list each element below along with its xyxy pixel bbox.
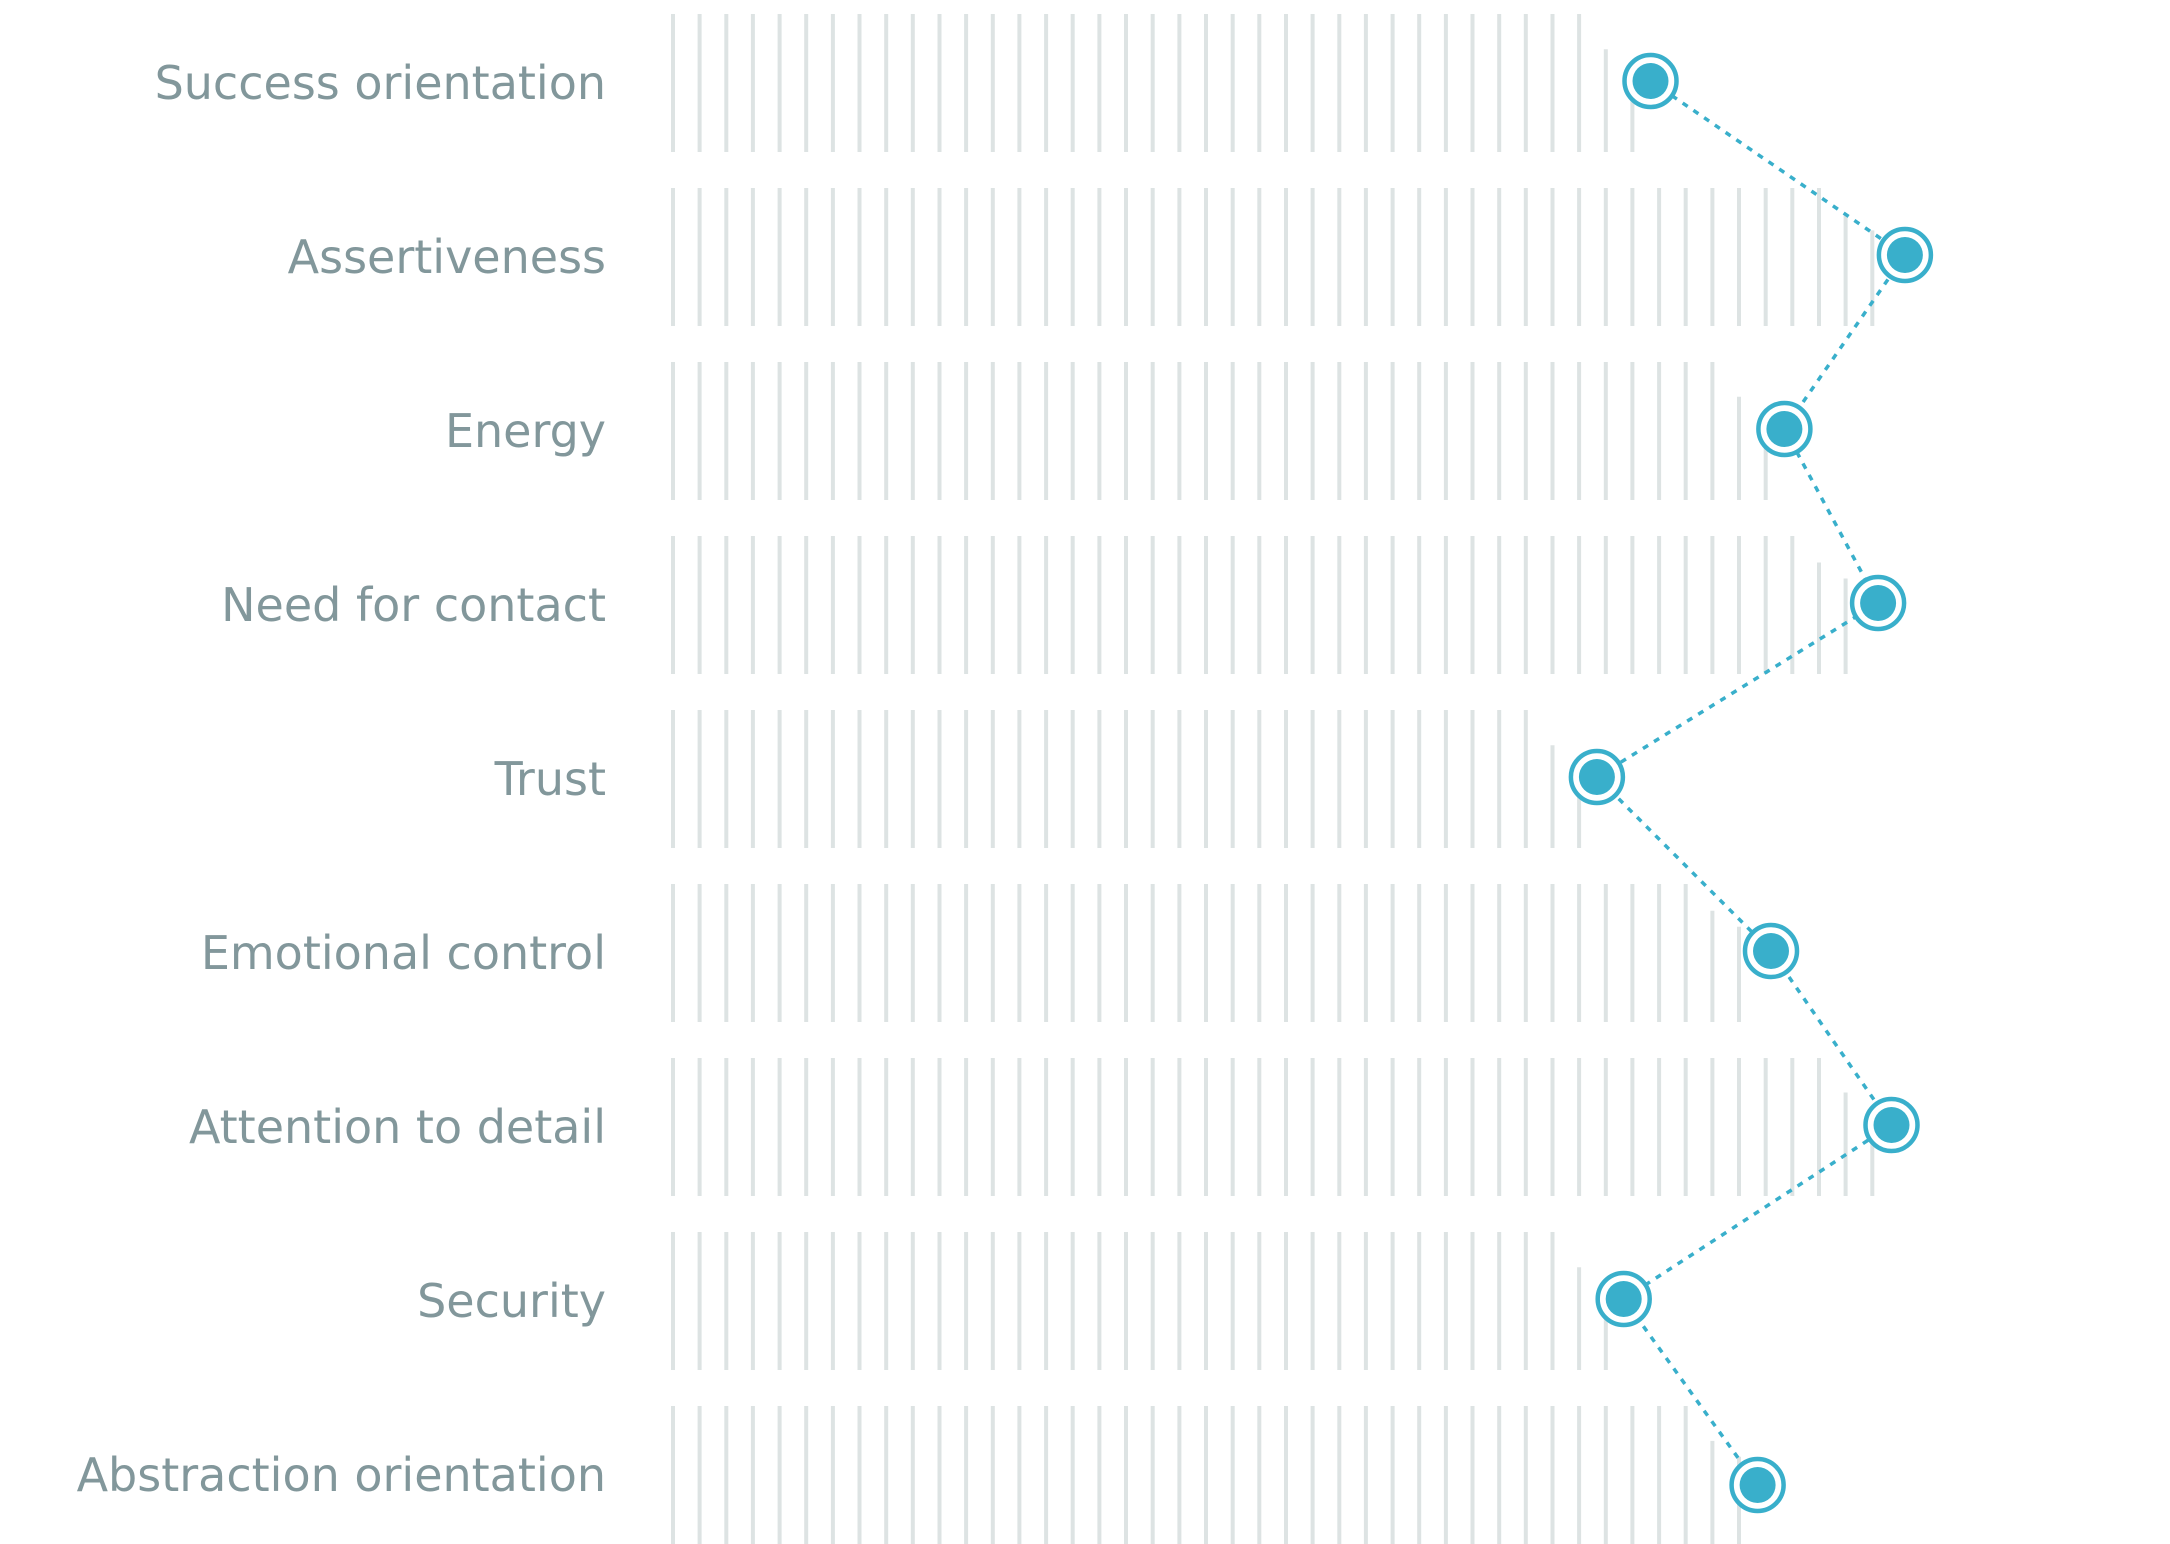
row-label: Abstraction orientation xyxy=(77,1448,606,1502)
tick-bar xyxy=(671,536,1848,674)
score-marker xyxy=(1742,922,1800,980)
tick-bar xyxy=(671,188,1875,326)
score-marker-dot xyxy=(1860,585,1897,621)
score-connector-line xyxy=(1594,79,1908,1487)
score-marker-dot xyxy=(1739,1467,1776,1503)
row-label: Trust xyxy=(494,752,606,806)
tick-bar xyxy=(671,710,1582,848)
row-labels: Success orientation Assertiveness Energy Ne… xyxy=(77,56,606,1502)
tick-bar xyxy=(671,1406,1741,1544)
tick-bar xyxy=(671,362,1768,500)
row-label: Need for contact xyxy=(221,578,606,632)
score-marker-dot xyxy=(1632,63,1669,99)
score-marker-dot xyxy=(1605,1281,1642,1317)
score-marker-dot xyxy=(1578,759,1615,795)
score-marker xyxy=(1863,1096,1920,1154)
score-marker xyxy=(1568,748,1626,806)
tick-bar xyxy=(671,1058,1875,1196)
score-marker xyxy=(1622,52,1679,110)
row-label: Emotional control xyxy=(201,926,606,980)
score-markers xyxy=(1568,52,1934,1514)
row-label: Energy xyxy=(445,404,606,458)
score-marker xyxy=(1849,574,1907,632)
row-label: Security xyxy=(417,1274,606,1328)
tick-bars xyxy=(671,14,1875,1544)
tick-bar xyxy=(671,1232,1608,1370)
score-marker-dot xyxy=(1873,1107,1910,1143)
tick-bar xyxy=(671,14,1635,152)
tick-bar xyxy=(671,884,1741,1022)
score-marker xyxy=(1729,1456,1786,1514)
score-marker xyxy=(1595,1270,1652,1328)
score-marker-dot xyxy=(1753,933,1789,969)
score-marker xyxy=(1756,400,1813,458)
row-label: Success orientation xyxy=(155,56,606,110)
score-marker-dot xyxy=(1766,411,1803,447)
score-marker-dot xyxy=(1886,237,1923,273)
score-marker xyxy=(1876,226,1934,284)
row-label: Attention to detail xyxy=(189,1100,606,1154)
row-label: Assertiveness xyxy=(288,230,606,284)
